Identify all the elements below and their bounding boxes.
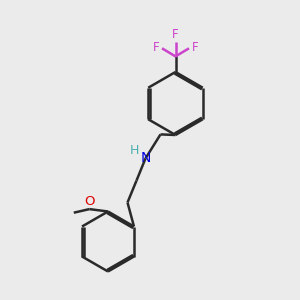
Text: O: O [84, 195, 95, 208]
Text: F: F [172, 28, 179, 41]
Text: H: H [129, 144, 139, 158]
Text: F: F [153, 41, 160, 54]
Text: F: F [191, 41, 198, 54]
Text: N: N [140, 152, 151, 165]
